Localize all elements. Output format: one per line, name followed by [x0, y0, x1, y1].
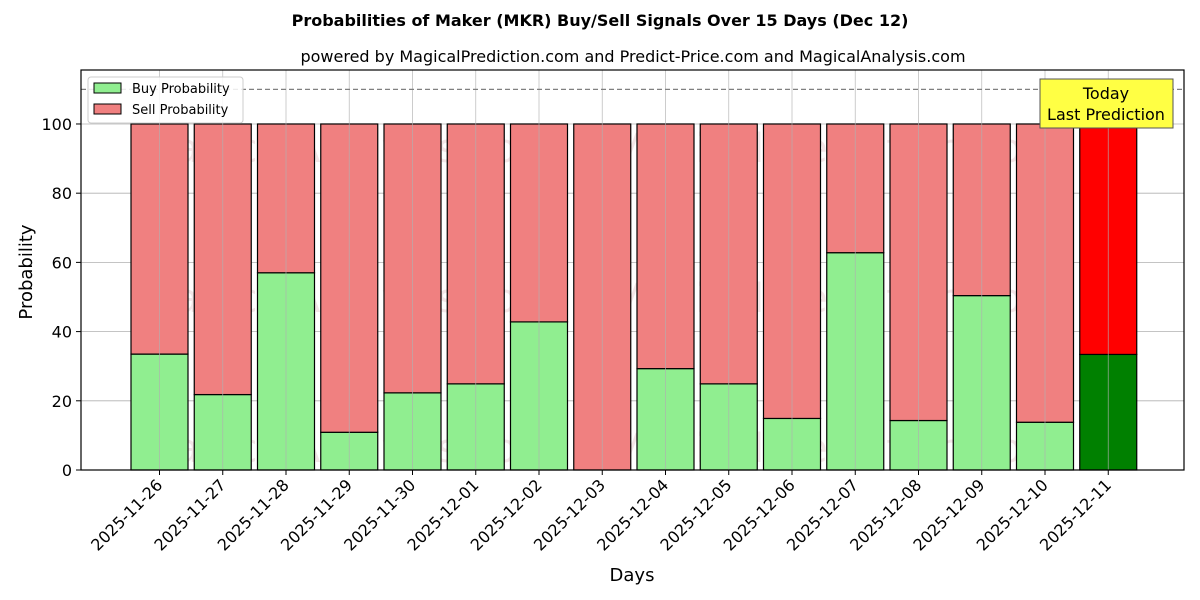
- legend-label-buy: Buy Probability: [132, 82, 230, 97]
- y-tick-label: 80: [52, 184, 72, 203]
- legend-label-sell: Sell Probability: [132, 103, 229, 118]
- legend-box: [87, 76, 244, 124]
- x-axis-ticks: 2025-11-262025-11-272025-11-282025-11-29…: [87, 470, 1115, 555]
- annotation-box: [1039, 78, 1174, 129]
- today-annotation: Today Last Prediction: [1039, 78, 1174, 129]
- plot-frame: [80, 69, 1185, 471]
- annotation-line2: Last Prediction: [1047, 105, 1165, 124]
- y-tick-label: 100: [41, 115, 72, 134]
- annotation-line1: Today: [1082, 84, 1129, 103]
- y-tick-label: 60: [52, 253, 72, 272]
- chart-subtitle: powered by MagicalPrediction.com and Pre…: [300, 47, 965, 66]
- y-axis-ticks: 0 20 40 60 80 100: [41, 115, 81, 480]
- legend-swatch-sell: [93, 103, 122, 115]
- y-tick-label: 20: [52, 392, 72, 411]
- y-axis-label: Probability: [16, 224, 37, 319]
- y-tick-label: 40: [52, 323, 72, 342]
- legend-swatch-buy: [93, 82, 122, 94]
- y-tick-label: 0: [62, 461, 72, 480]
- x-axis-label: Days: [610, 565, 655, 586]
- chart-title: Probabilities of Maker (MKR) Buy/Sell Si…: [292, 11, 909, 30]
- vertical-grid-lines: [159, 70, 1109, 470]
- legend: Buy Probability Sell Probability: [87, 76, 244, 124]
